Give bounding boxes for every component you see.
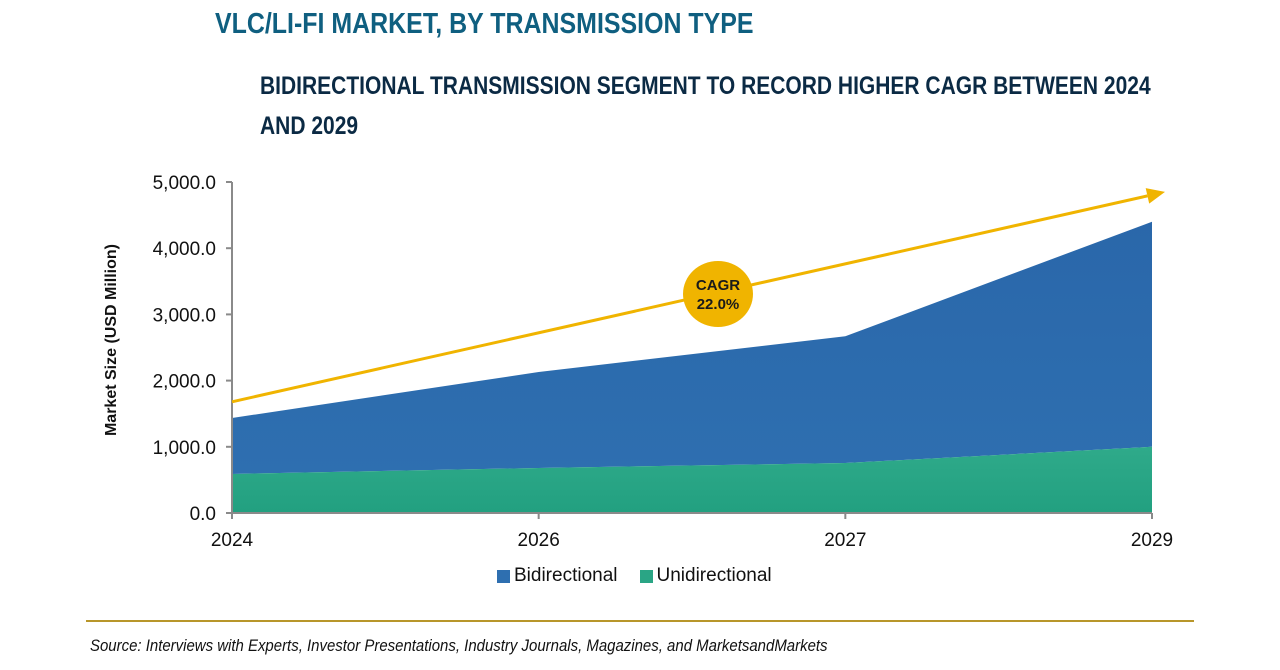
areas-layer [232, 221, 1152, 513]
legend-item-unidirectional: Unidirectional [639, 565, 772, 587]
area-bidirectional [232, 221, 1152, 474]
legend-item-bidirectional: Bidirectional [497, 565, 618, 587]
source-note: Source: Interviews with Experts, Investo… [90, 636, 828, 655]
y-tick-label: 2,000.0 [153, 372, 216, 393]
legend: Bidirectional Unidirectional [497, 565, 772, 587]
y-axis-title: Market Size (USD Million) [103, 244, 120, 436]
x-ticks: 2024 2026 2027 2029 [211, 513, 1173, 551]
y-tick-label: 5,000.0 [153, 173, 216, 194]
legend-label-bidirectional: Bidirectional [514, 565, 618, 586]
chart-title: VLC/LI-FI MARKET, BY TRANSMISSION TYPE [215, 8, 754, 40]
legend-swatch-bidirectional [497, 569, 510, 583]
cagr-value: 22.0% [697, 296, 740, 313]
legend-label-unidirectional: Unidirectional [656, 565, 772, 586]
cagr-annotation: CAGR 22.0% [231, 188, 1165, 404]
cagr-badge [683, 261, 753, 327]
y-tick-label: 1,000.0 [153, 438, 216, 459]
y-tick-label: 3,000.0 [153, 305, 216, 326]
y-ticks: 0.0 1,000.0 2,000.0 3,000.0 4,000.0 5,000.0 [153, 173, 232, 525]
cagr-arrow-head [1145, 188, 1165, 204]
x-tick-label: 2029 [1131, 530, 1173, 551]
y-tick-label: 0.0 [190, 504, 216, 525]
area-unidirectional [232, 446, 1152, 513]
x-tick-label: 2026 [518, 530, 560, 551]
x-tick-label: 2027 [824, 530, 866, 551]
cagr-label: CAGR [696, 277, 740, 294]
axes-layer [226, 182, 1152, 519]
y-tick-label: 4,000.0 [153, 239, 216, 260]
footer-separator [86, 620, 1194, 622]
legend-swatch-unidirectional [639, 569, 653, 583]
chart-subtitle: BIDIRECTIONAL TRANSMISSION SEGMENT TO RE… [260, 72, 1151, 140]
x-tick-label: 2024 [211, 530, 254, 551]
